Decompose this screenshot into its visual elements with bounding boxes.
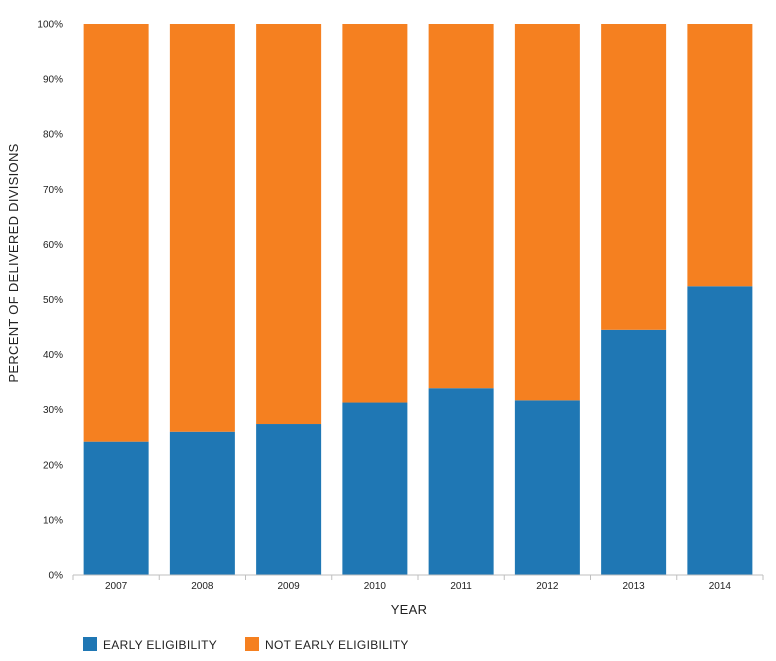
bar-segment-not-early-2012 <box>514 24 580 401</box>
bar-segment-early-2011 <box>428 388 494 575</box>
bar-segment-early-2013 <box>601 329 667 575</box>
bar-segment-early-2014 <box>687 286 753 575</box>
x-axis-title: YEAR <box>391 602 428 617</box>
x-axis-ticks: 2007 2008 2009 2010 2011 2012 2013 2014 <box>72 575 764 592</box>
x-tick-label: 2008 <box>191 581 214 592</box>
y-tick-label: 50% <box>43 295 63 306</box>
bar-segment-not-early-2011 <box>428 24 494 389</box>
x-tick-label: 2014 <box>709 581 732 592</box>
x-tick-label: 2012 <box>536 581 559 592</box>
bar-segment-not-early-2009 <box>256 24 322 425</box>
x-tick-label: 2010 <box>364 581 387 592</box>
y-tick-label: 80% <box>43 130 63 141</box>
legend-label: NOT EARLY ELIGIBILITY <box>265 638 409 652</box>
y-tick-label: 40% <box>43 350 63 361</box>
bar-segment-not-early-2014 <box>687 24 753 287</box>
bar-segment-early-2007 <box>83 441 149 575</box>
bar-segment-not-early-2008 <box>169 24 235 432</box>
y-axis-title: PERCENT OF DELIVERED DIVISIONS <box>6 143 21 382</box>
y-tick-label: 70% <box>43 185 63 196</box>
y-tick-label: 20% <box>43 460 63 471</box>
legend-swatch <box>245 637 259 651</box>
y-tick-label: 10% <box>43 515 63 526</box>
bar-segment-early-2009 <box>256 424 322 575</box>
y-tick-label: 0% <box>49 571 64 582</box>
bar-segment-early-2008 <box>169 431 235 575</box>
y-axis-ticks: 0% 10% 20% 30% 40% 50% 60% 70% 80% 90% 100% <box>37 20 63 582</box>
bar-segment-not-early-2013 <box>601 24 667 330</box>
bar-segment-not-early-2007 <box>83 24 149 442</box>
legend-swatch <box>83 637 97 651</box>
x-tick-label: 2009 <box>278 581 301 592</box>
bars <box>83 24 753 575</box>
bar-segment-early-2012 <box>514 400 580 575</box>
x-tick-label: 2011 <box>450 581 472 592</box>
bar-segment-early-2010 <box>342 402 408 575</box>
y-tick-label: 90% <box>43 75 63 86</box>
legend: EARLY ELIGIBILITY NOT EARLY ELIGIBILITY <box>83 637 409 652</box>
x-tick-label: 2007 <box>105 581 128 592</box>
bar-segment-not-early-2010 <box>342 24 408 403</box>
y-tick-label: 100% <box>37 20 63 31</box>
y-tick-label: 60% <box>43 240 63 251</box>
legend-label: EARLY ELIGIBILITY <box>103 638 217 652</box>
y-tick-label: 30% <box>43 405 63 416</box>
x-tick-label: 2013 <box>623 581 646 592</box>
